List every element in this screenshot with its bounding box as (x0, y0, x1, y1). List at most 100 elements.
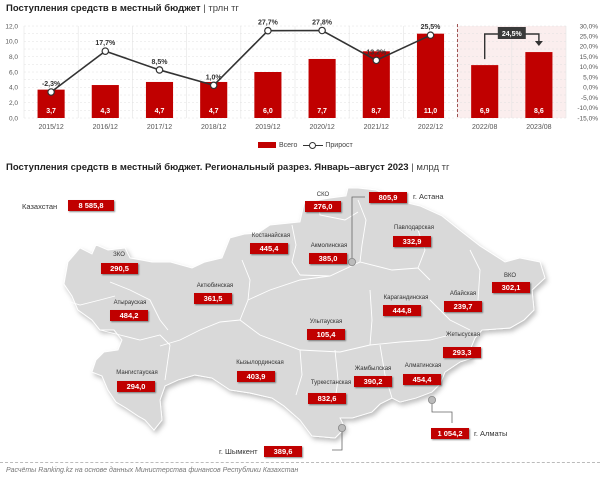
category-label: 2015/12 (38, 124, 63, 131)
border-zham-alm (379, 344, 393, 399)
right-axis-tick: 25,0% (580, 34, 599, 41)
region-akmola-value: 385,0 (309, 253, 347, 264)
border-kyz-turk (295, 349, 303, 396)
border-aktobe-kyz (159, 319, 241, 347)
border-mang-east (164, 344, 171, 381)
region-shymkent-value: 389,6 (264, 446, 302, 457)
border-abai-vko (469, 249, 481, 301)
map-title-text: Поступления средств в местный бюджет. Ре… (6, 162, 409, 173)
growth-label: 25,5% (421, 24, 442, 31)
bar-swatch-icon (258, 141, 276, 148)
bar-value-label: 6,9 (480, 108, 490, 115)
region-ulytau-value: 105,4 (307, 329, 345, 340)
region-almaty-value: 1 054,2 (431, 428, 469, 439)
border-akm-kar (299, 261, 419, 277)
bar-value-label: 4,3 (100, 108, 110, 115)
region-sko-name: СКО (316, 192, 330, 198)
category-label: 2016/12 (93, 124, 118, 131)
astana-leader-line (351, 196, 365, 262)
region-vko-value: 302,1 (492, 282, 530, 293)
legend-line-label: Прирост (325, 141, 353, 149)
border-zko-atyrau (63, 295, 116, 306)
growth-marker-icon (155, 66, 164, 74)
region-zhambyl-value: 390,2 (354, 376, 392, 387)
growth-label: 1,0% (206, 74, 223, 81)
right-axis-tick: 10,0% (580, 64, 599, 71)
category-label: 2020/12 (309, 124, 334, 131)
region-kyzylorda-value: 403,9 (237, 371, 275, 382)
region-kostanay-value: 445,4 (250, 243, 288, 254)
border-ulyt-south (239, 319, 401, 353)
bar-value-label: 8,6 (534, 108, 544, 115)
right-axis-tick: 0,0% (583, 85, 598, 92)
comparison-badge (497, 27, 526, 39)
growth-label: -2,3% (42, 81, 61, 88)
kazakhstan-map (63, 187, 546, 451)
map-title: Поступления средств в местный бюджет. Ре… (6, 162, 449, 173)
region-akmola-name: Акмолинская (310, 243, 348, 249)
growth-label: 8,5% (152, 59, 169, 66)
region-kyzylorda-name: Кызылординская (236, 360, 284, 366)
region-abai-value: 239,7 (444, 301, 482, 312)
bar-line-chart: 0,0 2,0 4,0 6,0 8,0 10,0 12,0 -15,0% -10,0% -5,0%… (5, 19, 599, 131)
region-mangistau-name: Мангистауская (116, 370, 158, 376)
border-alm-zhet (399, 334, 451, 343)
region-astana-value: 805,9 (369, 192, 407, 203)
bar-value-label: 4,7 (155, 108, 165, 115)
comparison-badge-text: 24,5% (502, 31, 523, 38)
left-axis-tick: 4,0 (9, 85, 18, 92)
top-chart-unit: | трлн тг (203, 3, 239, 14)
region-astana-name: г. Астана (413, 192, 444, 201)
category-label: 2021/12 (364, 124, 389, 131)
almaty-city-dot-icon (427, 395, 436, 404)
category-label: 2019/12 (255, 124, 280, 131)
region-shymkent-name: г. Шымкент (219, 447, 258, 456)
region-mangistau-value: 294,0 (117, 381, 155, 392)
bar-value-label: 3,7 (46, 108, 56, 115)
almaty-leader-line (431, 400, 453, 423)
shymkent-city-dot-icon (337, 423, 346, 432)
map-unit: | млрд тг (411, 162, 450, 173)
category-label: 2017/12 (147, 124, 172, 131)
bar-value-label: 6,0 (263, 108, 273, 115)
border-aktobe-kost (239, 259, 251, 321)
growth-marker-icon (264, 26, 272, 35)
region-abai-name: Абайская (449, 291, 477, 297)
category-label: 2018/12 (201, 124, 226, 131)
left-axis-tick: 0,0 (9, 115, 18, 122)
region-zko-name: ЗКО (113, 252, 125, 258)
growth-label: 27,8% (312, 19, 333, 26)
growth-marker-icon (101, 47, 110, 55)
bar (416, 33, 445, 118)
bar (91, 85, 119, 118)
left-axis-tick: 10,0 (5, 39, 18, 46)
region-zhetisu-name: Жетысуская (446, 332, 480, 338)
region-vko-name: ВКО (503, 273, 517, 279)
bar (471, 65, 499, 118)
border-zko-aktobe (109, 281, 169, 331)
region-almaty-name: г. Алматы (474, 429, 508, 438)
chart-legend: Всего Прирост (258, 141, 353, 149)
comparison-arrow-head-icon (534, 41, 543, 46)
right-axis-tick: 5,0% (583, 74, 598, 81)
right-axis-tick: 15,0% (580, 54, 599, 61)
right-axis-tick: -5,0% (581, 95, 598, 102)
right-axis-tick: 30,0% (580, 23, 599, 30)
growth-marker-icon (372, 56, 381, 65)
growth-marker-icon (426, 31, 435, 40)
bar (308, 58, 336, 118)
bar-value-label: 8,7 (371, 108, 381, 115)
growth-label: 13,2% (366, 49, 387, 56)
region-kostanay-name: Костанайская (251, 233, 291, 239)
region-karaganda-value: 444,8 (383, 305, 421, 316)
shymkent-leader-line (332, 428, 343, 451)
border-kost-akm (291, 224, 301, 276)
legend-item-bars: Всего (258, 142, 297, 149)
region-aktobe-value: 361,5 (194, 293, 232, 304)
region-zko-value: 290,5 (101, 263, 138, 274)
bar-value-label: 7,7 (317, 108, 327, 115)
legend-item-line: Прирост (303, 141, 353, 149)
bar (145, 81, 174, 118)
border-akm-pav (357, 199, 367, 263)
line-marker-icon (303, 141, 324, 149)
